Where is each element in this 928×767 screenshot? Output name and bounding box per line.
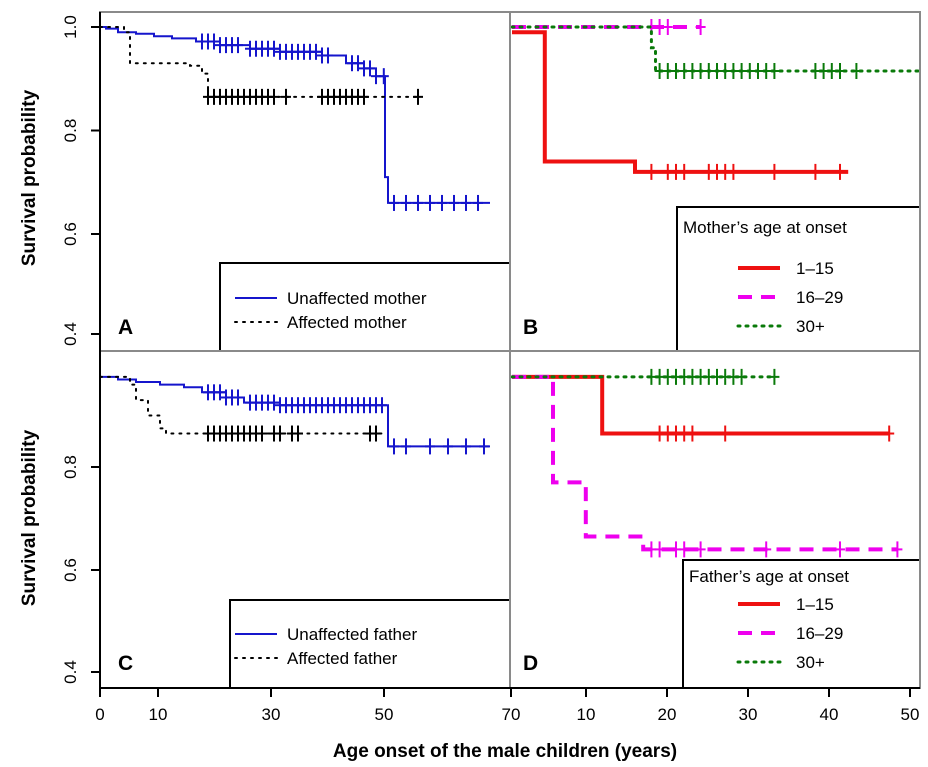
legend-box (219, 262, 511, 352)
legend-label: 30+ (796, 653, 825, 672)
series-line-magenta (512, 374, 898, 552)
x-tick-label: 70 (502, 705, 521, 724)
plot-area (100, 26, 490, 211)
x-tick-label: 50 (901, 705, 920, 724)
y-tick-label: 0.6 (61, 222, 80, 246)
plot-area (510, 19, 920, 180)
y-tick-label: 0.8 (61, 455, 80, 479)
x-tick-label: 20 (658, 705, 677, 724)
legend-label: 16–29 (796, 288, 843, 307)
legend-label: Unaffected mother (287, 289, 427, 308)
series-line-blue (100, 375, 490, 448)
panel-letter: C (118, 652, 133, 675)
y-tick-label: 0.8 (61, 119, 80, 143)
panel-b: Mother’s age at onset 1–15 16–29 30+ B (509, 11, 921, 352)
plot-area (100, 375, 490, 455)
y-tick-label: 0.4 (61, 660, 80, 684)
y-axis-title-top: Survival probability (19, 89, 40, 266)
legend-label: Affected mother (287, 313, 407, 332)
y-tick-label: 0.6 (61, 558, 80, 582)
legend-title: Father’s age at onset (689, 567, 849, 586)
legend-box (229, 599, 511, 689)
y-tick-label: 1.0 (61, 15, 80, 39)
legend-label: Unaffected father (287, 625, 417, 644)
legend-label: 1–15 (796, 595, 834, 614)
panel-letter: B (523, 316, 538, 339)
panel-c: Unaffected father Affected father C (99, 350, 511, 689)
series-line-black (100, 26, 419, 98)
x-axis-title: Age onset of the male children (years) (333, 741, 677, 762)
x-tick-label: 30 (262, 705, 281, 724)
legend-label: Affected father (287, 649, 398, 668)
legend-label: 30+ (796, 317, 825, 336)
x-tick-label: 10 (577, 705, 596, 724)
axes-layer: 0.4 0.6 0.8 1.0 0.4 0.6 0.8 0 10 30 50 70 10 20 30 40 50 (61, 12, 920, 724)
panel-d: Father’s age at onset 1–15 16–29 30+ D (509, 350, 921, 689)
legend-label: 1–15 (796, 259, 834, 278)
x-tick-label: 30 (739, 705, 758, 724)
series-line-red (512, 374, 890, 436)
y-tick-label: 0.4 (61, 322, 80, 346)
plot-area (510, 368, 903, 558)
x-tick-label: 0 (95, 705, 104, 724)
series-line-blue (100, 26, 490, 204)
x-tick-label: 40 (820, 705, 839, 724)
panel-letter: A (118, 316, 133, 339)
panel-letter: D (523, 652, 538, 675)
legend-box (676, 206, 921, 352)
panel-a: Unaffected mother Affected mother A (99, 11, 511, 352)
legend-label: 16–29 (796, 624, 843, 643)
x-tick-label: 50 (375, 705, 394, 724)
x-tick-label: 10 (149, 705, 168, 724)
y-axis-title-bottom: Survival probability (19, 429, 40, 606)
legend-title: Mother’s age at onset (683, 218, 847, 237)
series-line-red (512, 30, 849, 174)
